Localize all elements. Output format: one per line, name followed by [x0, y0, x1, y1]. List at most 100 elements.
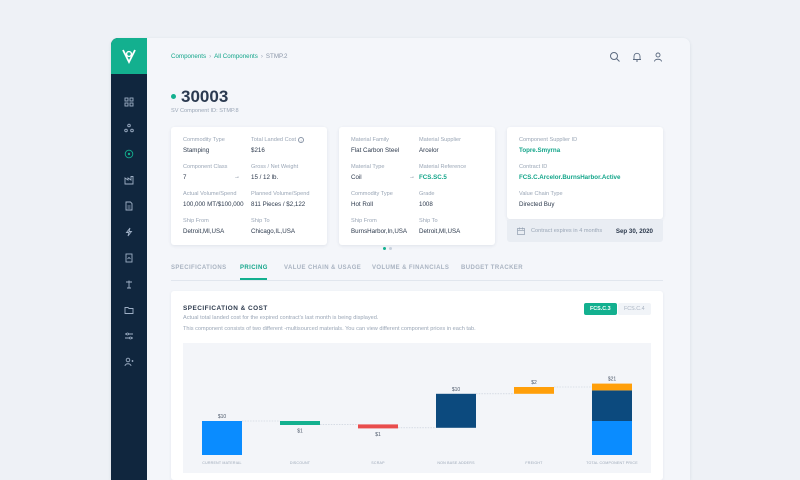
tab-pricing[interactable]: PRICING: [240, 265, 268, 271]
chart-bar: [436, 393, 476, 428]
page-title: 30003: [181, 87, 229, 106]
planned-volume-field: Planned Volume/Spend 811 Pieces / $2,122: [251, 191, 309, 208]
nav-energy-icon[interactable]: [111, 222, 147, 242]
breadcrumb-current: STMP.2: [265, 53, 288, 60]
nav-document-icon[interactable]: [111, 196, 147, 216]
chart-value-label: $1: [297, 428, 303, 434]
calendar-icon: [517, 227, 525, 235]
field-label: Component Supplier ID: [519, 137, 578, 143]
breadcrumb-components[interactable]: Components: [171, 53, 207, 60]
user-icon[interactable]: [652, 51, 664, 63]
bell-icon[interactable]: [631, 51, 643, 63]
info-icon[interactable]: i: [298, 137, 305, 143]
supplier-id-link[interactable]: Topre.Smyrna: [519, 147, 561, 154]
ship-to-field: Ship To Detroit,MI,USA: [419, 218, 460, 235]
material-reference-link[interactable]: FCS.SC.5: [419, 174, 447, 181]
carousel-dot[interactable]: [389, 247, 392, 250]
field-value: Detroit,MI,USA: [183, 228, 225, 235]
field-value: Directed Buy: [519, 201, 555, 208]
commodity-type-field: Commodity Type Hot Roll: [351, 191, 393, 208]
field-value: 7: [183, 174, 187, 181]
nav-components-icon[interactable]: [111, 144, 147, 164]
material-toggle-inactive[interactable]: FCS.C.4: [618, 303, 651, 315]
chart-bar: [358, 424, 398, 429]
nav-scale-icon[interactable]: [111, 274, 147, 294]
nav-network-icon[interactable]: [111, 118, 147, 138]
field-label: Commodity Type: [351, 191, 393, 197]
chart-category-label: FREIGHT: [525, 461, 543, 465]
contract-id-field: Contract ID FCS.C.Arcelor.BurnsHarbor.Ac…: [519, 164, 620, 181]
material-family-field: Material Family Flat Carbon Steel: [351, 137, 399, 154]
field-value: Arcelor: [419, 147, 439, 154]
ship-from-field: Ship From BurnsHarbor,In,USA: [351, 218, 407, 235]
field-value: Detroit,MI,USA: [419, 228, 461, 235]
material-supplier-field: Material Supplier Arcelor: [419, 137, 461, 154]
nav-report-icon[interactable]: [111, 248, 147, 268]
status-dot: [171, 94, 176, 99]
search-icon[interactable]: [609, 51, 621, 63]
field-value: BurnsHarbor,In,USA: [351, 228, 408, 235]
material-reference-field: Material Reference FCS.SC.5: [419, 164, 466, 181]
field-label: Gross / Net Weight: [251, 164, 299, 170]
grade-field: Grade 1008: [419, 191, 435, 208]
nav-folder-icon[interactable]: [111, 300, 147, 320]
nav-settings-sliders-icon[interactable]: [111, 326, 147, 346]
tab-budget-tracker[interactable]: BUDGET TRACKER: [461, 265, 523, 271]
tab-specifications[interactable]: SPECIFICATIONS: [171, 265, 227, 271]
chart-category-label: TOTAL COMPONENT PRICE: [586, 461, 638, 465]
nav-dashboard-icon[interactable]: [111, 92, 147, 112]
gross-net-weight-field: Gross / Net Weight 15 / 12 lb.: [251, 164, 298, 181]
chart-value-label: $1: [375, 432, 381, 438]
carousel-dot[interactable]: [383, 247, 386, 250]
field-label: Material Family: [351, 137, 389, 143]
ship-to-field: Ship To Chicago,IL,USA: [251, 218, 295, 235]
total-landed-cost-field: Total Landed Cost i $216: [251, 137, 305, 154]
material-toggle-active[interactable]: FCS.C.3: [584, 303, 617, 315]
panel-title: SPECIFICATION & COST: [183, 305, 268, 312]
field-label: Material Supplier: [419, 137, 461, 143]
chart-bar: [202, 421, 242, 455]
tab-value-chain-usage[interactable]: VALUE CHAIN & USAGE: [284, 265, 362, 271]
field-value: $216: [251, 147, 265, 154]
chart-category-label: NON BASE ADDERS: [437, 461, 475, 465]
logo-icon: [122, 49, 136, 65]
field-label: Material Type: [351, 164, 385, 170]
material-info-card: Material Family Flat Carbon Steel Materi…: [339, 127, 495, 245]
contract-expiry-text: Contract expires in 4 months: [531, 228, 603, 234]
field-label: Planned Volume/Spend: [251, 191, 310, 197]
contract-id-link[interactable]: FCS.C.Arcelor.BurnsHarbor.Active: [519, 174, 621, 181]
field-label: Grade: [419, 191, 435, 197]
component-info-card: Commodity Type Stamping Total Landed Cos…: [171, 127, 327, 245]
carousel-dots: [383, 247, 392, 250]
material-type-field: Material Type Coil: [351, 164, 384, 181]
field-value: 100,000 MT/$100,000: [183, 201, 244, 208]
field-value: 811 Pieces / $2,122: [251, 201, 306, 208]
field-label: Material Reference: [419, 164, 467, 170]
chart-bar: [280, 421, 320, 425]
breadcrumb-all-components[interactable]: All Components: [214, 53, 258, 60]
field-label: Actual Volume/Spend: [183, 191, 237, 197]
field-value: Hot Roll: [351, 201, 374, 208]
commodity-type-field: Commodity Type Stamping: [183, 137, 225, 154]
actual-volume-field: Actual Volume/Spend 100,000 MT/$100,000: [183, 191, 244, 208]
component-supplier-id-field: Component Supplier ID Topre.Smyrna: [519, 137, 577, 154]
component-class-field: Component Class 7: [183, 164, 227, 181]
page-subtitle: SV Component ID: STMP.8: [171, 108, 239, 114]
tab-divider: [171, 280, 663, 281]
tab-volume-financials[interactable]: VOLUME & FINANCIALS: [372, 265, 450, 271]
chart-value-label: $10: [452, 387, 461, 393]
chart-bar-segment: [592, 390, 632, 421]
brand-logo[interactable]: [111, 38, 147, 74]
field-value: 15 / 12 lb.: [251, 174, 279, 181]
breadcrumb: Components › All Components › STMP.2: [171, 53, 287, 60]
active-tab-indicator: [240, 278, 267, 280]
field-value: Flat Carbon Steel: [351, 147, 400, 154]
field-label: Ship To: [419, 218, 438, 224]
field-value: Coil: [351, 174, 362, 181]
waterfall-chart: $10 CURRENT MATERIAL $1 DISCOUNT $1 SCRAP $10 N…: [183, 343, 651, 473]
field-label: Total Landed Cost i: [251, 137, 305, 143]
chart-category-label: SCRAP: [371, 461, 385, 465]
nav-factory-icon[interactable]: [111, 170, 147, 190]
nav-users-icon[interactable]: [111, 352, 147, 372]
field-label: Commodity Type: [183, 137, 225, 143]
